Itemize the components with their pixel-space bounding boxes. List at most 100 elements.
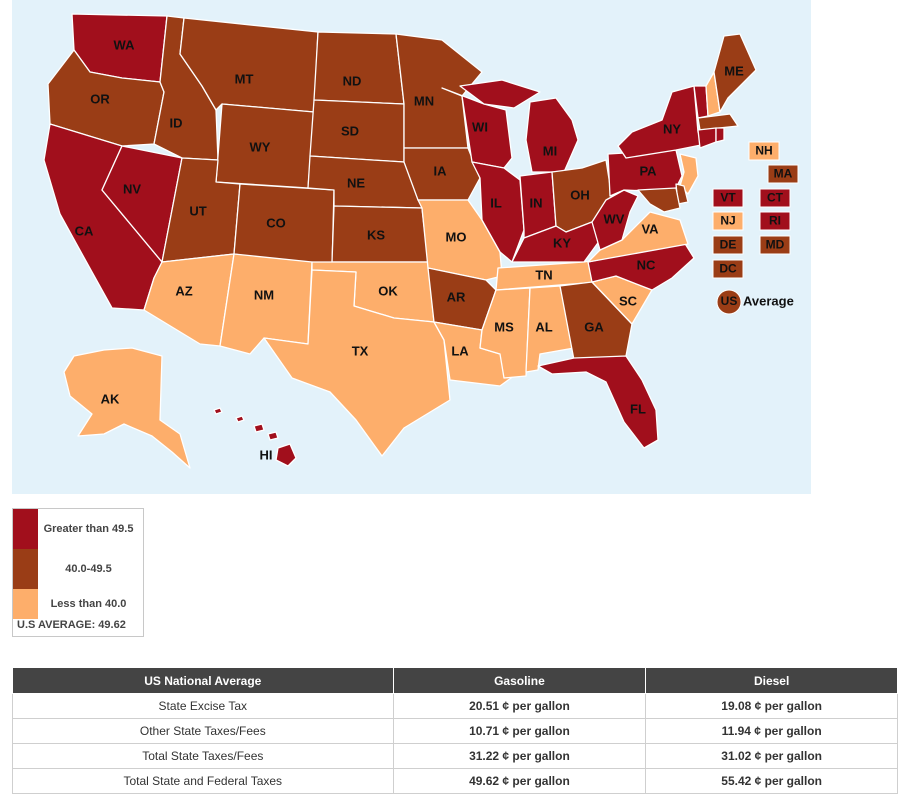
row-label: Total State and Federal Taxes bbox=[12, 768, 394, 794]
state-RI[interactable] bbox=[715, 127, 725, 143]
small-state-label-ri: RI bbox=[769, 214, 781, 228]
small-state-box-ct[interactable]: CT bbox=[759, 188, 791, 208]
header-us-national-average: US National Average bbox=[12, 667, 394, 694]
state-label-va: VA bbox=[641, 221, 659, 236]
state-FL[interactable] bbox=[537, 355, 659, 449]
state-label-ny: NY bbox=[663, 121, 681, 136]
table-row: Total State Taxes/Fees 31.22 ¢ per gallo… bbox=[12, 743, 898, 769]
small-state-box-fill bbox=[759, 188, 791, 208]
state-HI[interactable] bbox=[213, 407, 297, 467]
small-state-box-de[interactable]: DE bbox=[712, 235, 744, 255]
state-AK[interactable] bbox=[63, 347, 191, 469]
state-label-pa: PA bbox=[639, 163, 657, 178]
state-ME[interactable] bbox=[713, 33, 757, 113]
state-MD[interactable] bbox=[637, 187, 681, 213]
small-state-label-md: MD bbox=[766, 238, 785, 252]
small-state-box-ri[interactable]: RI bbox=[759, 211, 791, 231]
state-label-mt: MT bbox=[235, 71, 254, 86]
state-label-id: ID bbox=[170, 115, 183, 130]
state-label-wi: WI bbox=[472, 119, 488, 134]
us-average-marker-label: US bbox=[721, 294, 738, 308]
state-label-ca: CA bbox=[75, 223, 94, 238]
state-WV[interactable] bbox=[591, 189, 639, 251]
legend-swatch-low bbox=[13, 589, 38, 619]
us-state-map: WA OR CA NV ID MT WY UT CO AZ NM ND SD NE KS OK TX MN IA MO… bbox=[43, 13, 799, 469]
small-state-box-fill bbox=[712, 259, 744, 279]
table-row: Total State and Federal Taxes 49.62 ¢ pe… bbox=[12, 768, 898, 794]
state-label-ky: KY bbox=[553, 235, 571, 250]
small-state-box-fill bbox=[712, 211, 744, 231]
state-label-me: ME bbox=[724, 63, 744, 78]
state-label-wa: WA bbox=[114, 37, 136, 52]
legend: Greater than 49.5 40.0-49.5 Less than 40… bbox=[12, 508, 144, 637]
state-label-wy: WY bbox=[250, 139, 271, 154]
tax-table: US National Average Gasoline Diesel Stat… bbox=[12, 667, 898, 794]
small-state-label-nh: NH bbox=[755, 144, 772, 158]
small-state-box-ma[interactable]: MA bbox=[767, 164, 799, 184]
diesel-value: 31.02 ¢ per gallon bbox=[645, 743, 898, 769]
small-state-box-md[interactable]: MD bbox=[759, 235, 791, 255]
state-label-la: LA bbox=[451, 343, 469, 358]
state-ND[interactable] bbox=[313, 31, 405, 105]
state-label-in: IN bbox=[530, 195, 543, 210]
state-label-ok: OK bbox=[378, 283, 398, 298]
map-panel: WA OR CA NV ID MT WY UT CO AZ NM ND SD NE KS OK TX MN IA MO… bbox=[12, 0, 811, 494]
state-KY[interactable] bbox=[511, 221, 601, 263]
state-NY[interactable] bbox=[617, 85, 707, 159]
small-state-box-fill bbox=[712, 188, 744, 208]
legend-label-high: Greater than 49.5 bbox=[43, 523, 134, 535]
legend-swatch-mid bbox=[13, 549, 38, 589]
legend-item-high: Greater than 49.5 bbox=[13, 509, 143, 549]
small-state-label-ma: MA bbox=[774, 167, 793, 181]
state-label-nc: NC bbox=[637, 257, 656, 272]
small-state-box-nh[interactable]: NH bbox=[748, 141, 780, 161]
gasoline-value: 49.62 ¢ per gallon bbox=[392, 768, 647, 794]
state-label-ak: AK bbox=[101, 391, 120, 406]
state-label-ms: MS bbox=[494, 319, 514, 334]
small-state-label-nj: NJ bbox=[720, 214, 735, 228]
state-MI[interactable] bbox=[459, 79, 579, 173]
state-label-ar: AR bbox=[447, 289, 466, 304]
state-label-nm: NM bbox=[254, 287, 274, 302]
small-state-box-fill bbox=[748, 141, 780, 161]
state-GA[interactable] bbox=[559, 281, 633, 361]
state-MA[interactable] bbox=[697, 113, 739, 131]
state-label-ia: IA bbox=[434, 163, 448, 178]
us-average-label: Average bbox=[743, 293, 794, 308]
legend-item-low: Less than 40.0 bbox=[13, 589, 143, 619]
table-header-row: US National Average Gasoline Diesel bbox=[12, 667, 898, 694]
small-state-box-fill bbox=[712, 235, 744, 255]
state-label-mi: MI bbox=[543, 143, 557, 158]
small-state-box-fill bbox=[759, 235, 791, 255]
state-CT[interactable] bbox=[697, 127, 717, 149]
small-state-label-ct: CT bbox=[767, 191, 784, 205]
small-state-box-nj[interactable]: NJ bbox=[712, 211, 744, 231]
us-average-marker bbox=[716, 289, 742, 315]
gasoline-value: 31.22 ¢ per gallon bbox=[392, 743, 647, 769]
state-label-ut: UT bbox=[189, 203, 206, 218]
row-label: Total State Taxes/Fees bbox=[12, 743, 394, 769]
state-label-mo: MO bbox=[446, 229, 467, 244]
table-row: Other State Taxes/Fees 10.71 ¢ per gallo… bbox=[12, 718, 898, 744]
small-state-box-fill bbox=[767, 164, 799, 184]
state-label-co: CO bbox=[266, 215, 286, 230]
legend-item-mid: 40.0-49.5 bbox=[13, 549, 143, 589]
state-label-fl: FL bbox=[630, 401, 646, 416]
state-label-wv: WV bbox=[604, 211, 625, 226]
state-label-ks: KS bbox=[367, 227, 385, 242]
state-label-ne: NE bbox=[347, 175, 365, 190]
legend-label-low: Less than 40.0 bbox=[50, 598, 127, 610]
table-row: State Excise Tax 20.51 ¢ per gallon 19.0… bbox=[12, 693, 898, 719]
legend-label-mid: 40.0-49.5 bbox=[65, 563, 112, 575]
gasoline-value: 20.51 ¢ per gallon bbox=[392, 693, 647, 719]
small-state-box-dc[interactable]: DC bbox=[712, 259, 744, 279]
state-MN[interactable] bbox=[395, 33, 483, 149]
state-label-sc: SC bbox=[619, 293, 638, 308]
state-label-hi: HI bbox=[260, 447, 273, 462]
small-state-label-vt: VT bbox=[720, 191, 736, 205]
state-NJ[interactable] bbox=[679, 153, 699, 195]
state-TX[interactable] bbox=[263, 269, 451, 457]
diesel-value: 55.42 ¢ per gallon bbox=[645, 768, 898, 794]
small-state-box-vt[interactable]: VT bbox=[712, 188, 744, 208]
header-diesel: Diesel bbox=[645, 667, 898, 694]
